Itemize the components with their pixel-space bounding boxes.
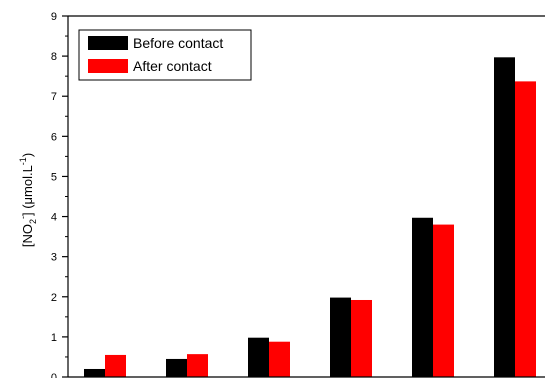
y-tick-label: 8 [51, 51, 57, 63]
bar-before-contact [166, 358, 187, 377]
bar-before-contact [330, 297, 351, 377]
bar-before-contact [412, 217, 433, 377]
legend: Before contact After contact [78, 29, 252, 81]
y-tick-label: 7 [51, 91, 57, 103]
y-tick-label: 4 [51, 212, 57, 224]
legend-label-after: After contact [133, 58, 212, 74]
bar-after-contact [269, 341, 290, 377]
bar-before-contact [84, 368, 105, 377]
y-axis-title-sup2: -1 [18, 157, 28, 165]
legend-label-before: Before contact [133, 35, 223, 51]
y-ticks-group: 0 1 2 3 4 5 6 7 8 9 [51, 11, 68, 378]
bar-after-contact [187, 354, 208, 377]
y-axis-title-mid: ] (μmol.L [20, 165, 35, 216]
y-axis-title-prefix: [NO [20, 224, 35, 247]
y-axis-title-sub: 2 [28, 219, 38, 224]
legend-swatch-after [88, 59, 128, 73]
bar-after-contact [105, 354, 126, 377]
y-axis-title-suffix: ) [20, 153, 35, 157]
y-tick-label: 1 [51, 332, 57, 344]
y-tick-label: 9 [51, 11, 57, 23]
bar-after-contact [433, 224, 454, 377]
bar-before-contact [494, 57, 515, 377]
y-tick-label: 6 [51, 131, 57, 143]
legend-swatch-before [88, 36, 128, 50]
bar-after-contact [515, 81, 536, 378]
y-tick-label: 0 [51, 372, 57, 378]
y-axis-title: [NO2-] (μmol.L-1) [18, 153, 38, 247]
bar-before-contact [248, 337, 269, 377]
y-tick-label: 5 [51, 171, 57, 183]
y-axis-title-sup1: - [18, 216, 28, 219]
bars-group [84, 57, 536, 378]
y-tick-label: 3 [51, 252, 57, 264]
bar-after-contact [351, 299, 372, 377]
y-tick-label: 2 [51, 292, 57, 304]
